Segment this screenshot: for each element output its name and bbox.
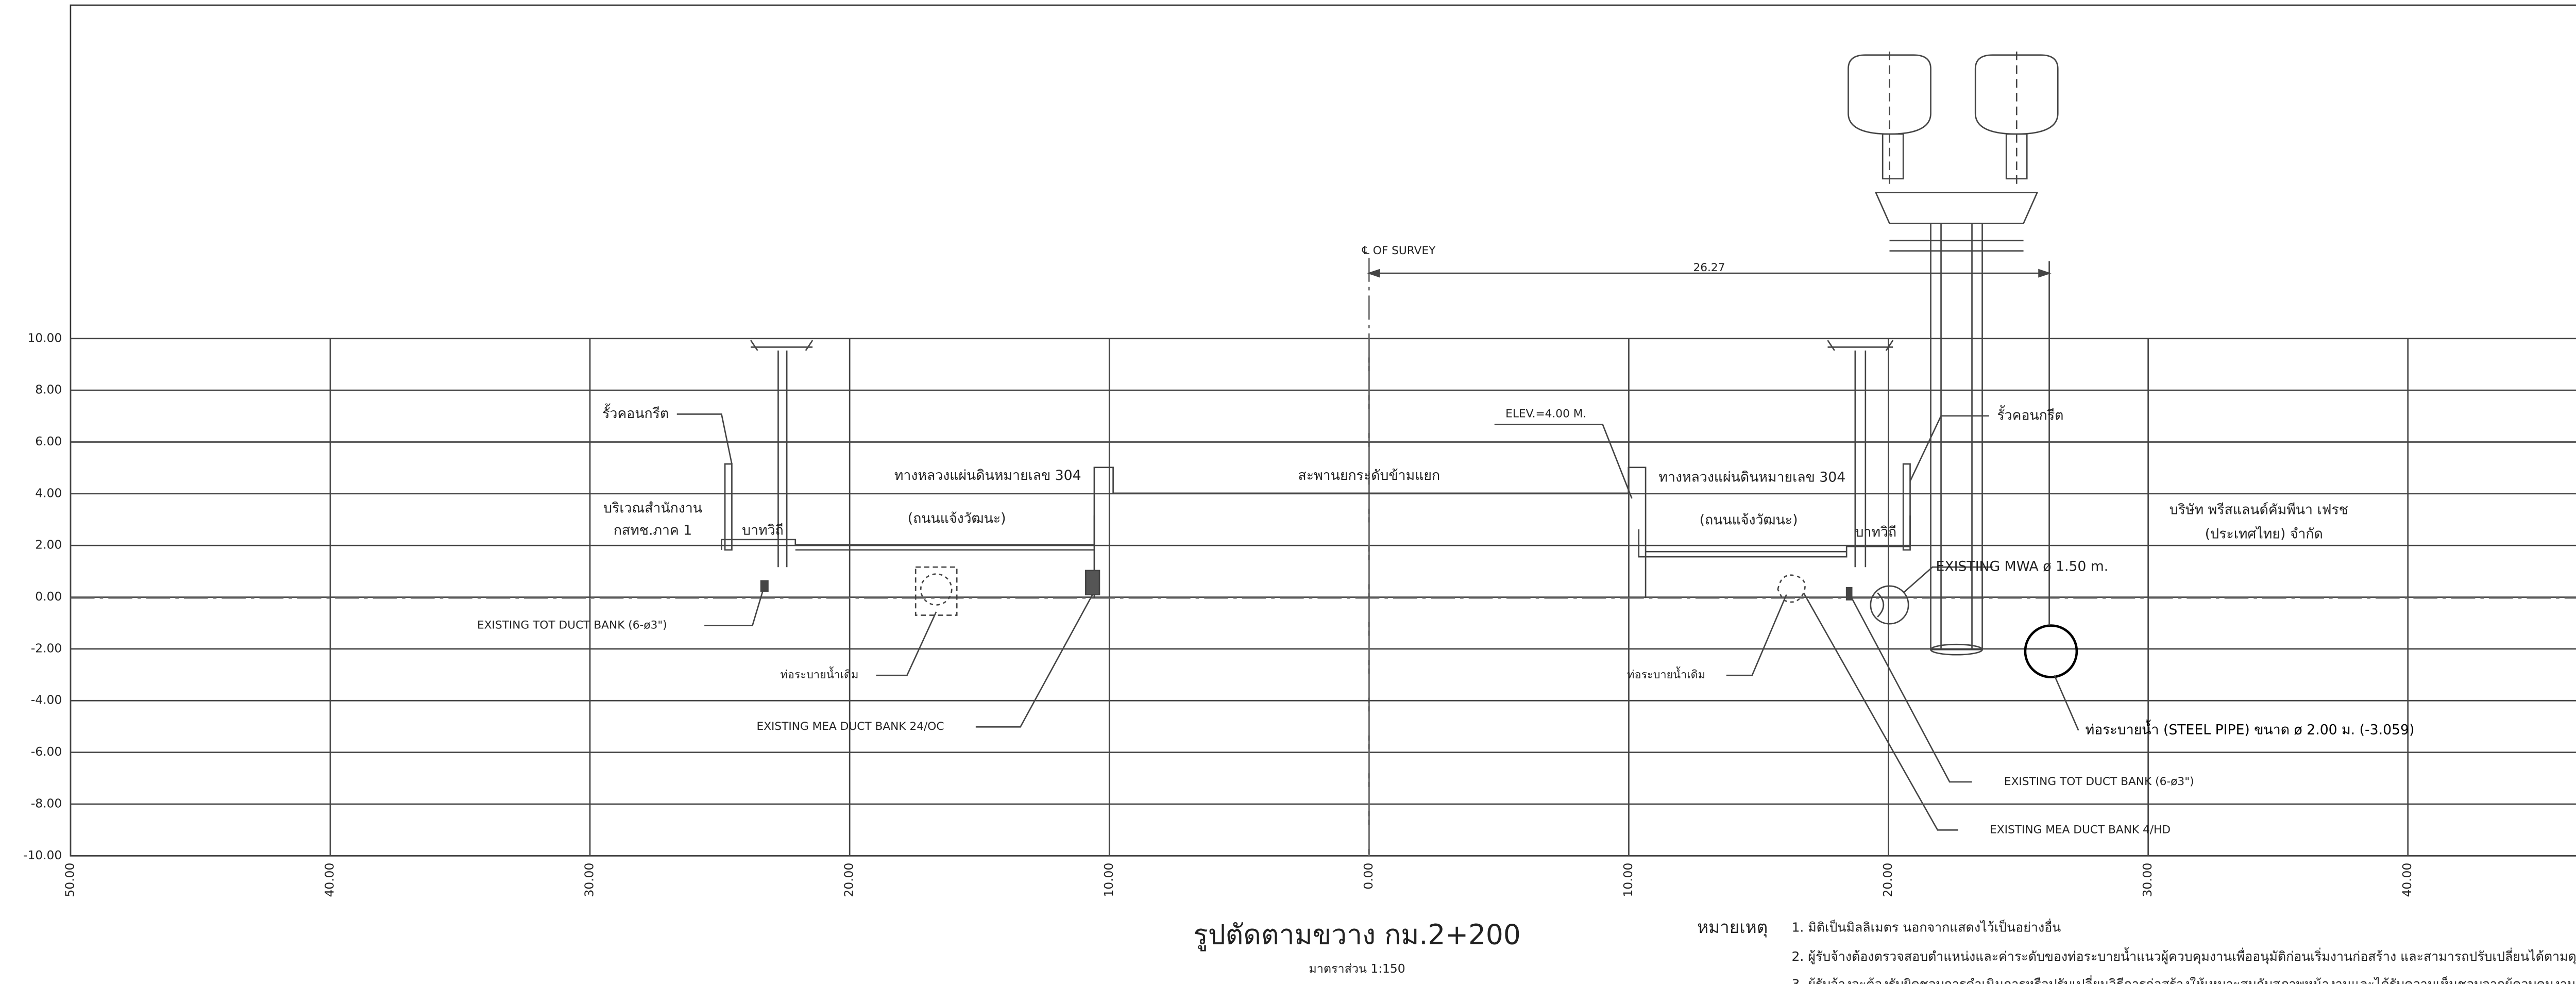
x-tick-label: 40.00 [2400,863,2414,897]
y-tick-label: 8.00 [35,382,62,397]
structure [2054,675,2079,731]
annotation: ℄ OF SURVEY [1362,244,1436,257]
structure [676,52,2079,831]
y-tick-label: -8.00 [31,796,62,810]
annotation: รั้วคอนกรีต [1997,405,2063,423]
structure [1084,570,1100,595]
annotation: บริเวณสำนักงาน [603,500,702,516]
structure [1903,566,1993,594]
annotation: ทางหลวงแผ่นดินหมายเลข 304 [894,468,1081,483]
y-tick-label: -10.00 [23,848,62,862]
annotation: 26.27 [1693,261,1725,274]
annotation: (ถนนแจ้งวัฒนะ) [908,510,1006,526]
annotation: บาทวิถี [742,523,784,539]
annotation: ท่อระบายน้ำเดิม [1627,666,1705,681]
y-tick-label: 6.00 [35,434,62,448]
annotation: ELEV.=4.00 M. [1505,407,1586,420]
structure [1777,574,1806,603]
x-tick-label: 10.00 [1621,863,1635,897]
structure [876,611,937,676]
annotation: สะพานยกระดับข้ามแยก [1298,468,1440,483]
structure [975,594,1093,728]
structure [1974,54,2059,135]
drawing-title: รูปตัดตามขวาง กม.2+200 [1193,919,1521,952]
note-item: 1. มิติเป็นมิลลิเมตร นอกจากแสดงไว้เป็นอย… [1791,918,2061,935]
labels: 10.00 8.00 6.00 4.00 2.00 0.00 -2.00 -4.00 -6.00… [23,244,2415,897]
drawing-scale: มาตราส่วน 1:150 [1309,961,1405,976]
x-tick-label: 20.00 [842,863,856,897]
structure [805,340,814,351]
structure [1909,415,1989,482]
x-tick-label: 10.00 [1101,863,1116,897]
structure [1494,424,1633,499]
structure [1367,269,2052,278]
note-item: 2. ผู้รับจ้างต้องตรวจสอบตำแหน่งและค่าระด… [1791,947,2576,964]
x-tick-label: 0.00 [1361,863,1376,890]
note-item: 3. ผู้รับจ้างจะต้องรับผิดชอบการดำเนินการ… [1791,975,2575,984]
notes-heading: หมายเหตุ [1697,917,1768,938]
structure [1874,192,2039,224]
structure [1093,466,1647,598]
structure [1848,54,1931,135]
structure [1827,340,1835,351]
y-tick-label: -2.00 [31,641,62,655]
annotation: EXISTING MEA DUCT BANK 4/HD [1990,823,2171,836]
annotation: รั้วคอนกรีต [602,404,669,422]
structure [1902,463,1911,551]
structure [914,566,958,616]
structure [1870,585,1909,625]
y-tick-label: 4.00 [35,486,62,500]
x-tick-label: 30.00 [2140,863,2155,897]
y-tick-label: 2.00 [35,538,62,552]
annotation: EXISTING MEA DUCT BANK 24/OC [757,720,944,733]
center-line [70,258,2576,856]
annotation: ทางหลวงแผ่นดินหมายเลข 304 [1658,469,1845,485]
annotation: บาทวิถี [1855,524,1897,540]
structure [1877,592,1885,618]
annotation: (ถนนแจ้งวัฒนะ) [1700,512,1798,528]
structure [1930,643,1983,656]
structure [1885,340,1894,351]
y-tick-label: -4.00 [31,693,62,707]
structure [750,340,758,351]
y-tick-label: 10.00 [27,330,62,345]
annotation: EXISTING TOT DUCT BANK (6-ø3") [477,619,667,632]
x-tick-label: 40.00 [322,863,336,897]
x-tick-label: 20.00 [1880,863,1895,897]
structure [920,573,953,606]
structure [1930,223,1983,651]
structure [1726,594,1787,676]
annotation: กสทช.ภาค 1 [614,523,692,539]
y-tick-label: 0.00 [35,589,62,604]
y-tick-label: -6.00 [31,744,62,759]
structure [1845,587,1853,601]
structure [1882,133,1904,180]
annotation: (ประเทศไทย) จำกัด [2205,526,2323,542]
structure [2024,624,2078,678]
x-tick-label: 30.00 [582,863,597,897]
annotation: บริษัท พรีสแลนด์คัมพีนา เฟรช [2170,502,2348,518]
annotation: EXISTING MWA ø 1.50 m. [1936,559,2109,575]
x-tick-label: 50.00 [62,863,77,897]
annotation: EXISTING TOT DUCT BANK (6-ø3") [2004,775,2194,788]
structure [724,463,733,551]
annotation: ท่อระบายน้ำเดิม [781,666,859,681]
structure [760,580,769,592]
structure [1803,592,1958,831]
structure [676,413,733,464]
grid-line [70,338,2576,857]
annotation: ท่อระบายน้ำ (STEEL PIPE) ขนาด ø 2.00 ม. … [2086,720,2415,738]
structure [1851,597,1972,783]
structure [704,591,764,626]
